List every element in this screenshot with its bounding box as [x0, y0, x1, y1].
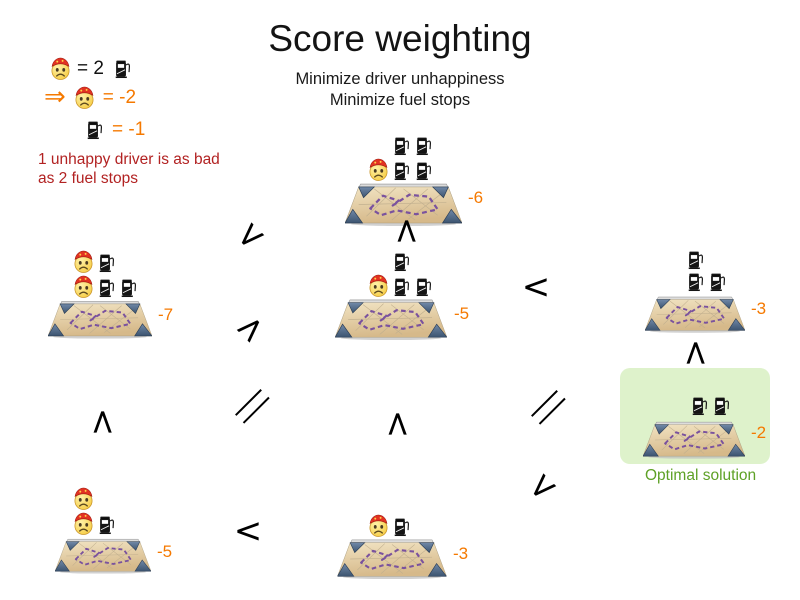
note-line-1: 1 unhappy driver is as bad [38, 151, 220, 168]
unhappy-driver-icon [368, 158, 389, 181]
subtitle-line-2: Minimize fuel stops [329, 91, 471, 109]
less-than-symbol: < [83, 407, 123, 437]
driver-weight-label: = -2 [102, 86, 137, 108]
optimal-solution-box: -2 [620, 368, 770, 464]
fuel-stop-icon [394, 136, 411, 156]
unhappy-driver-icon [73, 250, 94, 273]
penalty-icons [368, 252, 469, 297]
unhappy-driver-icon [50, 57, 71, 80]
incomparable-symbol [227, 381, 278, 432]
legend-driver-weight-row: ⇒ = -2 [44, 82, 137, 112]
note-line-2: as 2 fuel stops [38, 170, 138, 187]
unhappy-driver-icon [368, 514, 389, 537]
route-map-icon [55, 537, 151, 575]
fuel-stop-icon [121, 278, 138, 298]
solution-node-optimal: -2 [643, 396, 766, 462]
fuel-stop-icon [87, 120, 104, 140]
route-map-icon [645, 294, 745, 335]
fuel-stop-icon [99, 253, 116, 273]
fuel-stop-icon [416, 161, 433, 181]
route-map-icon [337, 539, 447, 579]
icon-spacer [368, 155, 389, 156]
less-than-symbol: < [225, 211, 275, 261]
icon-spacer [368, 271, 389, 272]
fuel-stop-icon [692, 396, 709, 416]
solution-node-bottom-left: -5 [55, 487, 172, 575]
legend-equivalence-row: = 2 [50, 57, 132, 80]
penalty-icons [368, 514, 468, 537]
less-than-symbol: < [378, 409, 418, 439]
route-map-icon [334, 299, 448, 340]
fuel-stop-icon [99, 515, 116, 535]
unhappy-driver-icon [73, 275, 94, 298]
score-label: -3 [453, 544, 469, 563]
less-than-symbol: < [676, 338, 716, 368]
fuel-stop-icon [115, 59, 132, 79]
route-map-icon [643, 418, 745, 462]
subtitle: Minimize driver unhappiness Minimize fue… [0, 69, 800, 111]
fuel-weight-label: = -1 [112, 119, 146, 140]
less-than-symbol: < [233, 511, 263, 551]
solution-node-mid-right: -3 [645, 250, 766, 335]
score-label: -6 [468, 188, 484, 207]
weighting-note: 1 unhappy driver is as bad as 2 fuel sto… [38, 150, 220, 188]
subtitle-line-1: Minimize driver unhappiness [295, 70, 505, 88]
score-label: -7 [158, 305, 174, 324]
penalty-icons [73, 250, 173, 298]
score-label: -2 [751, 423, 767, 442]
score-label: -5 [157, 542, 173, 561]
unhappy-driver-icon [74, 86, 95, 109]
fuel-stop-icon [416, 277, 433, 297]
solution-node-mid-center: -5 [334, 252, 469, 340]
score-label: -3 [751, 299, 767, 318]
page-title: Score weighting [268, 18, 532, 59]
implies-arrow-icon: ⇒ [44, 82, 66, 112]
fuel-stop-icon [688, 250, 705, 270]
incomparable-symbol [523, 382, 574, 433]
fuel-stop-icon [394, 277, 411, 297]
less-than-symbol: < [517, 462, 567, 512]
unhappy-driver-icon [368, 274, 389, 297]
less-than-symbol: < [226, 304, 276, 354]
fuel-stop-icon [416, 136, 433, 156]
solution-node-top: -6 [345, 136, 483, 226]
fuel-stop-icon [714, 396, 731, 416]
solution-node-mid-left: -7 [48, 250, 173, 339]
penalty-icons [368, 136, 483, 181]
fuel-stop-icon [394, 252, 411, 272]
fuel-stop-icon [394, 517, 411, 537]
equals-two-label: = 2 [77, 57, 104, 79]
fuel-stop-icon [710, 272, 727, 292]
penalty-icons [688, 250, 766, 292]
less-than-symbol: < [387, 216, 427, 246]
optimal-solution-label: Optimal solution [645, 467, 757, 484]
fuel-stop-icon [688, 272, 705, 292]
fuel-stop-icon [394, 161, 411, 181]
solution-node-bottom-center: -3 [337, 514, 468, 579]
penalty-icons [692, 396, 766, 416]
less-than-symbol: < [521, 267, 551, 307]
penalty-icons [73, 487, 172, 535]
score-label: -5 [454, 304, 470, 323]
unhappy-driver-icon [73, 512, 94, 535]
legend-fuel-weight-row: = -1 [87, 119, 145, 141]
fuel-stop-icon [99, 278, 116, 298]
unhappy-driver-icon [73, 487, 94, 510]
route-map-icon [48, 300, 152, 339]
